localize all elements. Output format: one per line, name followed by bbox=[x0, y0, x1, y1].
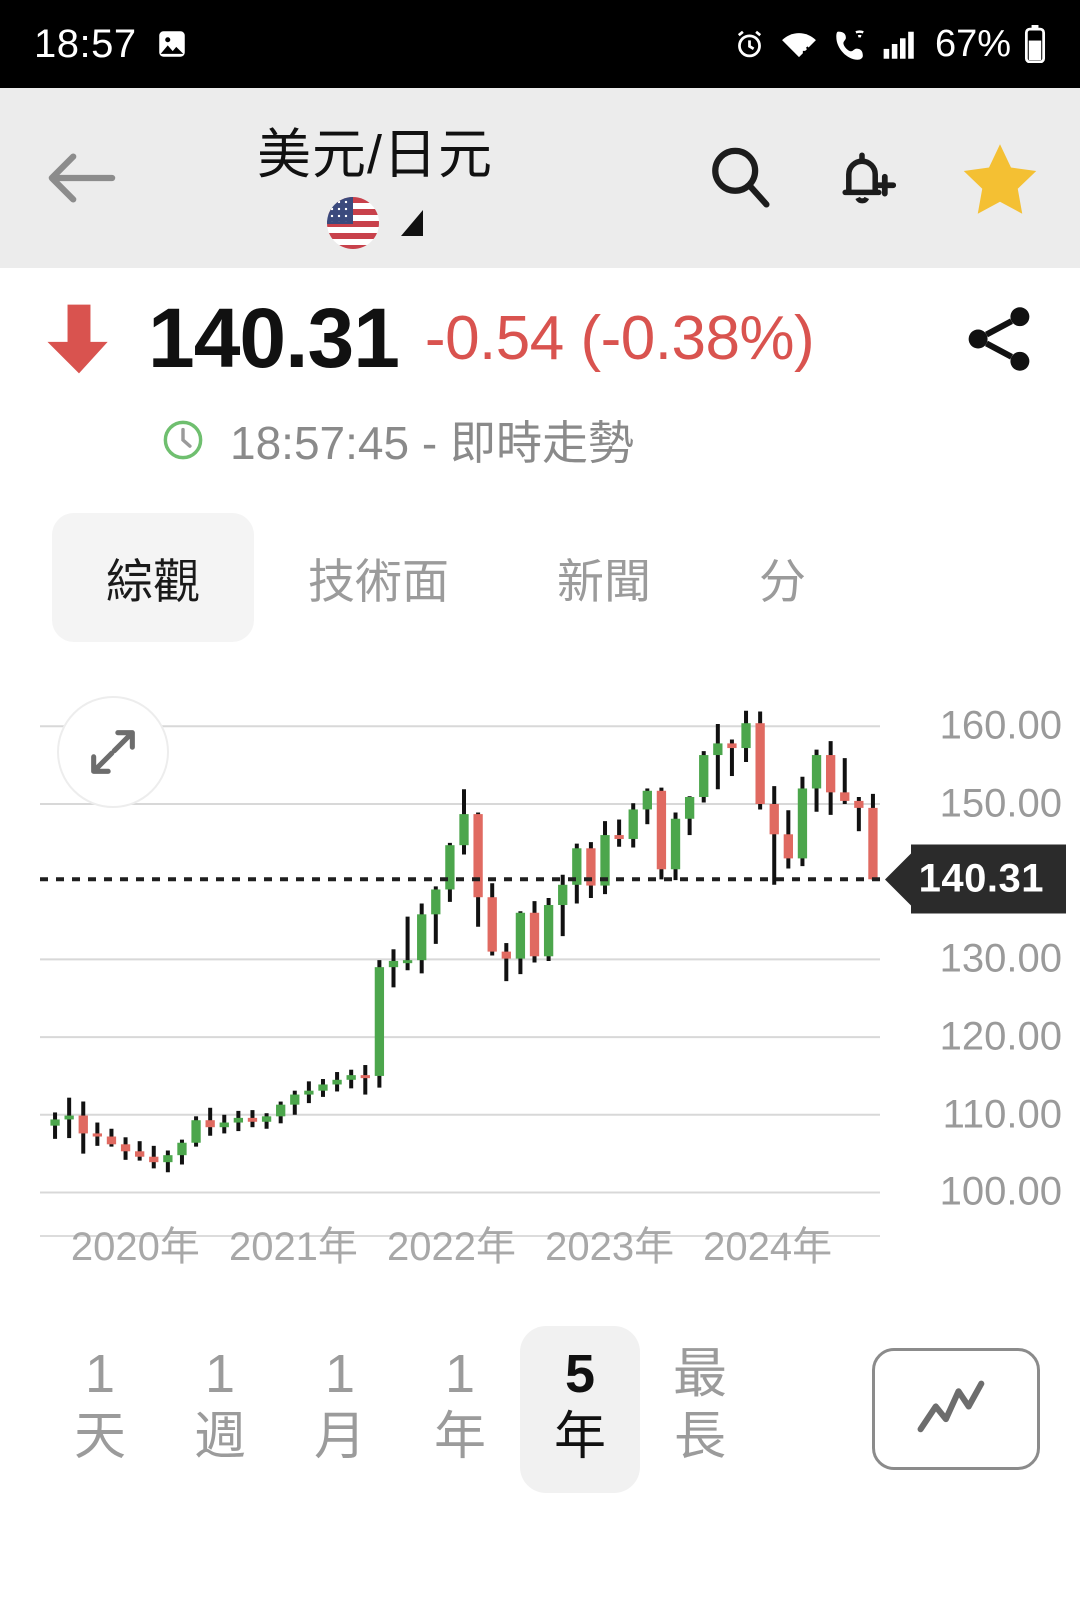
page-title: 美元/日元 bbox=[256, 125, 493, 185]
tab-analysis[interactable]: 分 bbox=[759, 555, 806, 608]
range-5y-unit: 年 bbox=[553, 1408, 606, 1467]
range-1y-number: 1 bbox=[444, 1344, 476, 1404]
candlestick-chart[interactable] bbox=[0, 678, 1080, 1278]
y-axis-tick: 150.00 bbox=[939, 781, 1062, 826]
range-1d-number: 1 bbox=[84, 1344, 116, 1404]
chart-area: 160.00 150.00 130.00 120.00 110.00 100.00 140… bbox=[0, 678, 1080, 1278]
range-max-number: 最 bbox=[673, 1344, 727, 1404]
share-icon[interactable] bbox=[960, 300, 1044, 378]
range-max[interactable]: 最 長 bbox=[640, 1326, 760, 1493]
y-axis-labels: 160.00 150.00 130.00 120.00 110.00 100.00 bbox=[880, 678, 1080, 1278]
range-1d-unit: 天 bbox=[73, 1408, 126, 1467]
x-axis-tick: 2024年 bbox=[703, 1225, 833, 1269]
image-icon bbox=[155, 27, 189, 61]
search-icon[interactable] bbox=[704, 142, 776, 214]
quote-row: 140.31 -0.54 (-0.38%) bbox=[0, 268, 1080, 393]
range-1m-number: 1 bbox=[324, 1344, 356, 1404]
y-axis-tick: 130.00 bbox=[939, 936, 1062, 981]
range-1d[interactable]: 1 天 bbox=[40, 1326, 160, 1493]
arrow-down-icon bbox=[36, 296, 122, 382]
y-axis-tick: 120.00 bbox=[939, 1014, 1062, 1059]
header-actions bbox=[704, 140, 1054, 216]
x-axis-tick: 2022年 bbox=[387, 1225, 517, 1269]
instrument-title-block[interactable]: 美元/日元 bbox=[210, 110, 540, 249]
price-change: -0.54 (-0.38%) bbox=[424, 304, 815, 373]
favorite-star-icon[interactable] bbox=[960, 140, 1040, 216]
battery-icon bbox=[1024, 25, 1046, 64]
status-bar: 18:57 67% bbox=[0, 0, 1080, 88]
expand-fullscreen-icon bbox=[84, 723, 142, 781]
last-price: 140.31 bbox=[148, 291, 400, 385]
y-axis-tick: 160.00 bbox=[939, 703, 1062, 748]
wifi-calling-icon bbox=[832, 27, 869, 61]
range-max-unit: 長 bbox=[673, 1408, 726, 1467]
app-header: 美元/日元 bbox=[0, 88, 1080, 268]
clock-icon bbox=[160, 417, 206, 463]
range-5y-number: 5 bbox=[564, 1344, 596, 1404]
add-alert-icon[interactable] bbox=[832, 142, 904, 214]
status-bar-right: 67% bbox=[733, 23, 1046, 66]
back-arrow-icon bbox=[46, 150, 116, 206]
battery-percent: 67% bbox=[934, 22, 1011, 65]
range-1w-number: 1 bbox=[204, 1344, 236, 1404]
y-axis-tick: 110.00 bbox=[942, 1092, 1062, 1137]
range-1y[interactable]: 1 年 bbox=[400, 1326, 520, 1493]
instrument-subrow bbox=[327, 197, 423, 249]
signal-icon bbox=[882, 27, 918, 61]
range-1y-unit: 年 bbox=[433, 1408, 486, 1467]
tab-overview[interactable]: 綜觀 bbox=[52, 513, 254, 642]
tab-news[interactable]: 新聞 bbox=[557, 555, 651, 608]
dropdown-triangle-icon[interactable] bbox=[401, 210, 423, 236]
alarm-icon bbox=[733, 28, 766, 61]
us-flag-icon bbox=[327, 197, 379, 249]
line-chart-icon bbox=[913, 1376, 999, 1442]
range-selector: 1 天 1 週 1 月 1 年 5 年 最 長 bbox=[0, 1278, 1080, 1493]
x-axis-tick: 2021年 bbox=[228, 1225, 358, 1269]
tab-bar: 綜觀 技術面 新聞 分 bbox=[0, 473, 1080, 642]
back-button[interactable] bbox=[26, 150, 136, 206]
range-1m-unit: 月 bbox=[313, 1408, 366, 1467]
range-1w-unit: 週 bbox=[193, 1408, 246, 1467]
timestamp-row: 18:57:45 - 即時走勢 bbox=[0, 393, 1080, 473]
range-5y[interactable]: 5 年 bbox=[520, 1326, 640, 1493]
status-bar-left: 18:57 bbox=[34, 22, 189, 67]
range-1w[interactable]: 1 週 bbox=[160, 1326, 280, 1493]
x-axis-tick: 2023年 bbox=[545, 1225, 675, 1269]
expand-chart-button[interactable] bbox=[57, 696, 169, 808]
range-1m[interactable]: 1 月 bbox=[280, 1326, 400, 1493]
wifi-icon bbox=[779, 27, 819, 61]
y-axis-tick: 100.00 bbox=[939, 1169, 1062, 1214]
price-tag-value: 140.31 bbox=[910, 844, 1066, 914]
status-time: 18:57 bbox=[34, 21, 137, 66]
tab-technical[interactable]: 技術面 bbox=[308, 555, 449, 608]
chart-type-button[interactable] bbox=[872, 1348, 1040, 1471]
current-price-tag: 140.31 bbox=[884, 844, 1066, 914]
x-axis-tick: 2020年 bbox=[70, 1225, 200, 1269]
quote-timestamp: 18:57:45 - 即時走勢 bbox=[230, 417, 634, 469]
price-tag-pointer bbox=[884, 853, 911, 906]
